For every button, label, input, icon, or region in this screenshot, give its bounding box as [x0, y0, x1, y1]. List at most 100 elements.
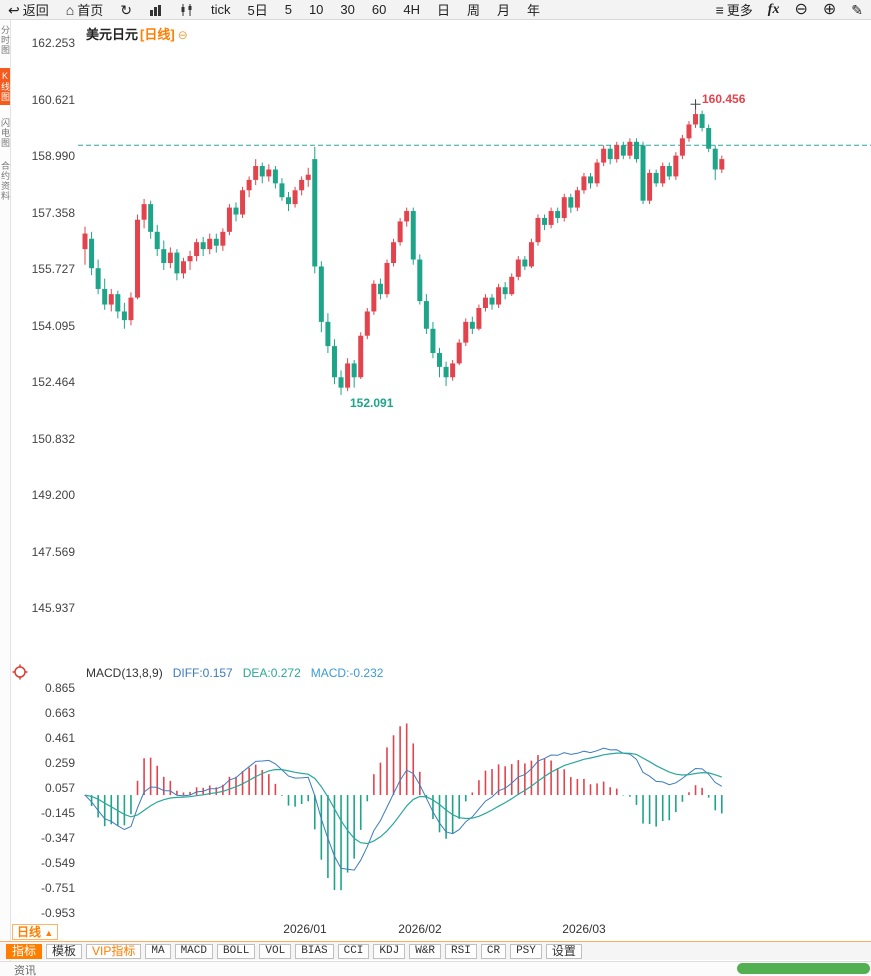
indicator-tab-VOL[interactable]: VOL — [259, 943, 292, 959]
price-axis-label: 158.990 — [31, 149, 75, 163]
indicator-tab-MA[interactable]: MA — [145, 943, 171, 959]
time-axis-label: 2026/02 — [398, 922, 442, 936]
period-button-月[interactable]: 月 — [497, 3, 511, 18]
price-axis-label: 155.727 — [31, 262, 75, 276]
draw-tool-button[interactable]: ✎ — [851, 3, 863, 17]
back-button[interactable]: ↩ 返回 — [8, 0, 49, 19]
zoom-out-icon: ⊖ — [794, 0, 808, 18]
period-dropdown-label: 日线 — [17, 925, 42, 939]
symbol-name: 美元日元 — [86, 27, 139, 42]
price-axis-label: 149.200 — [31, 488, 75, 502]
zoom-in-icon: ⊕ — [822, 0, 837, 18]
back-arrow-icon: ↩ — [8, 1, 20, 18]
period-button-周[interactable]: 周 — [466, 3, 480, 18]
indicator-tab-PSY[interactable]: PSY — [510, 943, 542, 959]
macd-axis-label: 0.057 — [44, 781, 75, 795]
more-button[interactable]: ≡ 更多 — [716, 0, 753, 19]
home-icon: ⌂ — [65, 1, 75, 18]
indicator-tab-bar: 指标 模板 VIP指标 MA MACD BOLL VOL BIAS CCI KDJ W&R RSI CR… — [0, 941, 871, 960]
refresh-button[interactable]: ↻ — [120, 3, 132, 17]
indicator-tab-BIAS[interactable]: BIAS — [295, 943, 334, 959]
chart-title: 美元日元 [日线] ⊖ — [86, 24, 188, 43]
indicator-tab-MACD[interactable]: MACD — [174, 943, 213, 959]
price-axis-label: 162.253 — [31, 36, 75, 50]
macd-axis-label: 0.865 — [44, 681, 75, 695]
status-row — [0, 961, 871, 976]
indicator-tab-BOLL[interactable]: BOLL — [216, 943, 256, 959]
macd-histogram — [84, 723, 723, 891]
period-button-5[interactable]: 5 — [284, 2, 292, 17]
macd-dea-line — [84, 752, 722, 845]
refresh-icon: ↻ — [120, 1, 132, 18]
indicator-tab-设置[interactable]: 设置 — [545, 943, 582, 959]
macd-axis-label: -0.549 — [40, 856, 75, 870]
indicator-tab-RSI[interactable]: RSI — [445, 943, 477, 959]
period-button-10[interactable]: 10 — [308, 2, 324, 17]
dropdown-arrow-icon: ▲ — [44, 928, 54, 938]
period-button-60[interactable]: 60 — [371, 2, 387, 17]
toolbar: ↩ 返回 ⌂ 首页 ↻ tick 5日 5 10 30 60 4H 日 周 月 年 — [0, 0, 871, 20]
home-label: 首页 — [77, 3, 104, 18]
indicator-tab-KDJ[interactable]: KDJ — [373, 943, 406, 959]
horizontal-scrollbar-thumb[interactable] — [737, 963, 870, 974]
period-tag: [日线] — [140, 27, 175, 42]
macd-axis-label: -0.953 — [40, 906, 75, 920]
price-axis-label: 157.358 — [31, 205, 75, 220]
period-button-4H[interactable]: 4H — [403, 2, 420, 17]
home-button[interactable]: ⌂ 首页 — [66, 0, 103, 19]
macd-name[interactable]: MACD(13,8,9) — [86, 666, 163, 680]
pencil-icon: ✎ — [851, 1, 863, 18]
macd-dea-value: DEA:0.272 — [242, 666, 301, 680]
indicator-target-icon[interactable] — [12, 664, 28, 685]
candlestick-chart-type-button[interactable] — [180, 3, 194, 16]
period-dropdown[interactable]: 日线 ▲ — [12, 924, 59, 940]
price-axis-label: 154.095 — [31, 318, 75, 333]
news-corner-label[interactable]: 资讯 — [14, 965, 36, 976]
more-menu-icon: ≡ — [715, 1, 724, 18]
indicator-tab-CR[interactable]: CR — [480, 943, 507, 959]
period-button-tick[interactable]: tick — [210, 2, 231, 17]
fx-indicator-button[interactable]: fx — [767, 1, 780, 17]
side-tab-分时图[interactable]: 分时图 — [0, 25, 10, 55]
bar-chart-icon — [149, 4, 161, 16]
period-button-30[interactable]: 30 — [340, 2, 355, 17]
side-tab-K线图[interactable]: K线图 — [0, 68, 10, 105]
price-axis-label: 152.464 — [31, 375, 75, 389]
price-axis-label: 160.621 — [31, 92, 75, 107]
indicator-tab-W&R[interactable]: W&R — [409, 943, 442, 959]
time-axis-label: 2026/03 — [562, 922, 606, 936]
indicator-tab-CCI[interactable]: CCI — [337, 943, 370, 959]
high-crosshair-mark — [690, 99, 701, 110]
price-axis-label: 150.832 — [31, 431, 75, 446]
low-price-annotation: 152.091 — [350, 396, 394, 410]
minus-circle-icon[interactable]: ⊖ — [177, 28, 188, 42]
macd-axis-label: 0.663 — [44, 706, 75, 720]
macd-diff-value: DIFF:0.157 — [172, 666, 233, 680]
side-tab-strip: 分时图 K线图闪电图合约资料 — [0, 20, 11, 976]
time-axis-label: 2026/01 — [283, 922, 327, 936]
price-axis-label: 147.569 — [31, 544, 75, 559]
indicator-tab-VIP指标[interactable]: VIP指标 — [86, 943, 142, 959]
more-label: 更多 — [726, 3, 753, 18]
zoom-in-button[interactable]: ⊕ — [822, 0, 837, 18]
period-buttons: tick 5日 5 10 30 60 4H 日 周 月 年 — [211, 0, 540, 19]
side-tab-闪电图[interactable]: 闪电图 — [0, 118, 10, 148]
high-price-annotation: 160.456 — [702, 92, 746, 106]
price-axis-label: 145.937 — [31, 601, 75, 615]
period-button-日[interactable]: 日 — [436, 3, 450, 18]
candlestick-series — [82, 105, 725, 395]
candlestick-chart-icon — [181, 3, 192, 16]
side-tab-合约资料[interactable]: 合约资料 — [0, 161, 10, 201]
period-button-年[interactable]: 年 — [527, 3, 541, 18]
macd-header: MACD(13,8,9) DIFF:0.157 DEA:0.272 MACD:-… — [86, 666, 383, 680]
indicator-tab-指标[interactable]: 指标 — [6, 943, 43, 959]
period-button-5日[interactable]: 5日 — [247, 3, 268, 18]
macd-axis-label: 0.461 — [44, 731, 75, 745]
toolbar-right-group: ≡ 更多 fx ⊖ ⊕ ✎ — [716, 0, 863, 19]
macd-axis-label: 0.259 — [44, 756, 75, 770]
bar-chart-type-button[interactable] — [149, 4, 163, 16]
indicator-tab-模板[interactable]: 模板 — [46, 943, 83, 959]
zoom-out-button[interactable]: ⊖ — [794, 0, 808, 18]
